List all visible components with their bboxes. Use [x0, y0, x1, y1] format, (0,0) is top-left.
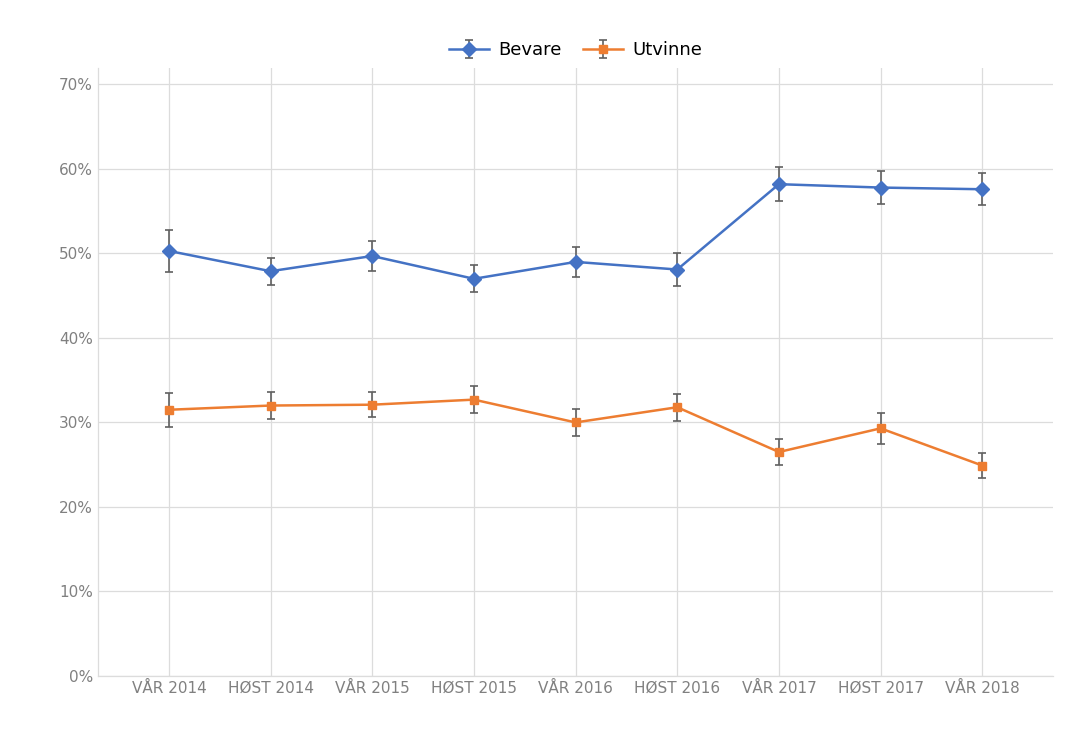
- Legend: Bevare, Utvinne: Bevare, Utvinne: [442, 34, 709, 67]
